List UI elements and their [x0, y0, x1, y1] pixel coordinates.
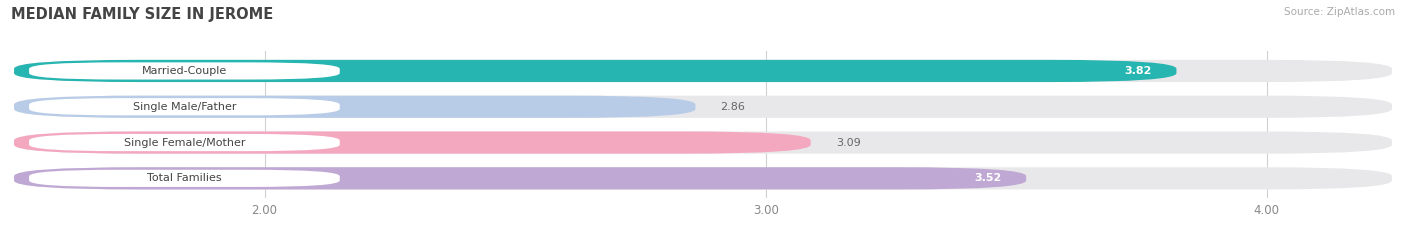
- Text: 3.82: 3.82: [1123, 66, 1152, 76]
- FancyBboxPatch shape: [14, 167, 1026, 189]
- Text: Married-Couple: Married-Couple: [142, 66, 226, 76]
- Text: 3.09: 3.09: [835, 137, 860, 147]
- Text: Source: ZipAtlas.com: Source: ZipAtlas.com: [1284, 7, 1395, 17]
- Text: Total Families: Total Families: [148, 173, 222, 183]
- Text: Single Female/Mother: Single Female/Mother: [124, 137, 245, 147]
- FancyBboxPatch shape: [30, 98, 340, 115]
- Text: 3.52: 3.52: [974, 173, 1001, 183]
- FancyBboxPatch shape: [30, 62, 340, 79]
- FancyBboxPatch shape: [30, 170, 340, 187]
- Text: 2.86: 2.86: [720, 102, 745, 112]
- FancyBboxPatch shape: [14, 60, 1392, 82]
- Text: Single Male/Father: Single Male/Father: [132, 102, 236, 112]
- FancyBboxPatch shape: [14, 131, 811, 154]
- FancyBboxPatch shape: [14, 96, 1392, 118]
- Text: MEDIAN FAMILY SIZE IN JEROME: MEDIAN FAMILY SIZE IN JEROME: [11, 7, 274, 22]
- FancyBboxPatch shape: [30, 134, 340, 151]
- FancyBboxPatch shape: [14, 96, 696, 118]
- FancyBboxPatch shape: [14, 60, 1177, 82]
- FancyBboxPatch shape: [14, 167, 1392, 189]
- FancyBboxPatch shape: [14, 131, 1392, 154]
